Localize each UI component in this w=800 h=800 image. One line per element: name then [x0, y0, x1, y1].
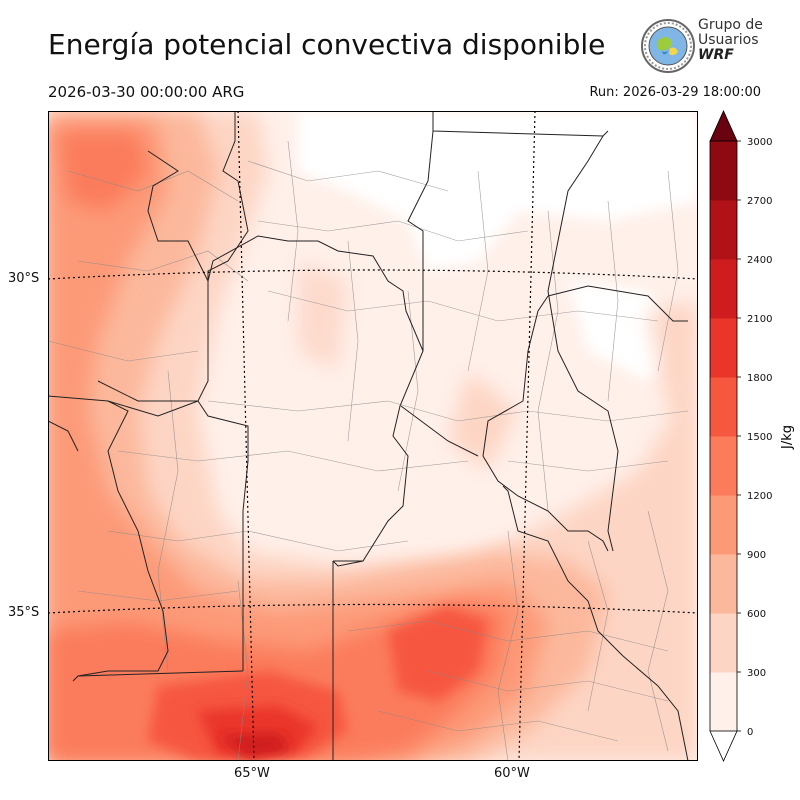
lon-label-60: 60°W: [494, 766, 530, 781]
globe-logo-icon: [641, 19, 695, 73]
colorbar-bin: [710, 495, 737, 555]
colorbar-extend-min: [709, 730, 738, 762]
lat-label-30: 30°S: [8, 271, 40, 286]
colorbar-extend-max: [709, 110, 738, 142]
colorbar-label: J/kg: [780, 425, 795, 450]
colorbar-bin: [710, 436, 737, 496]
cape-900-1200: [48, 121, 548, 761]
colorbar-bin: [710, 377, 737, 437]
colorbar: 0 300 600 900 1200 1500 1800 2100 2400 2700 3000 J/…: [709, 110, 795, 762]
colorbar-bin: [710, 259, 737, 319]
lon-label-65: 65°W: [234, 766, 270, 781]
colorbar-tick-label: 3000: [747, 137, 772, 148]
colorbar-bin: [710, 200, 737, 260]
colorbar-tick-label: 600: [747, 609, 766, 620]
colorbar-bin: [710, 318, 737, 378]
logo-line2: Usuarios: [698, 32, 759, 48]
cape-map: [48, 111, 698, 761]
province-boundaries: [48, 111, 689, 761]
colorbar-bin: [710, 613, 737, 673]
colorbar-tick-label: 0: [747, 727, 753, 738]
colorbar-tick-label: 1500: [747, 432, 772, 443]
colorbar-bin: [710, 141, 737, 201]
map-frame: [48, 111, 698, 761]
colorbar-tick-label: 300: [747, 668, 766, 679]
run-time: Run: 2026-03-29 18:00:00: [589, 85, 761, 100]
logo-line1: Grupo de: [698, 17, 763, 33]
colorbar-bin: [710, 672, 737, 732]
colorbar-tick-label: 2100: [747, 314, 772, 325]
graticule: [48, 111, 698, 761]
cape-2100-2400: [218, 733, 293, 759]
colorbar-tick-label: 1800: [747, 373, 772, 384]
colorbar-tick-label: 900: [747, 550, 766, 561]
valid-time: 2026-03-30 00:00:00 ARG: [48, 83, 245, 101]
map-title: Energía potencial convectiva disponible: [48, 28, 606, 61]
colorbar-tick-label: 2700: [747, 196, 772, 207]
colorbar-bin: [710, 554, 737, 614]
logo-line3: WRF: [698, 47, 734, 63]
colorbar-tick-label: 1200: [747, 491, 772, 502]
lat-label-35: 35°S: [8, 605, 40, 620]
colorbar-tick-label: 2400: [747, 255, 772, 266]
wrf-logo: Grupo de Usuarios WRF: [640, 18, 770, 74]
department-boundaries: [48, 140, 689, 761]
logo-text: Grupo de Usuarios WRF: [698, 18, 763, 63]
